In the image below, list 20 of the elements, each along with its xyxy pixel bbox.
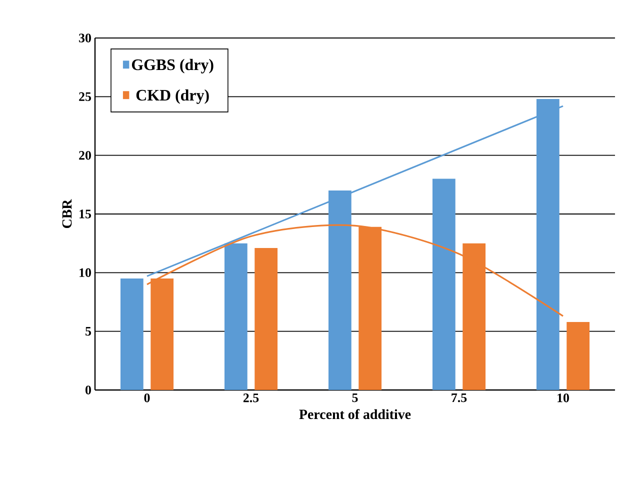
bar xyxy=(120,278,144,390)
y-tick-label: 5 xyxy=(86,327,92,336)
x-axis-title: Percent of additive xyxy=(299,409,411,420)
y-tick-label: 10 xyxy=(80,268,91,278)
y-tick-label: 30 xyxy=(79,34,91,42)
y-tick-label: 0 xyxy=(86,386,91,394)
x-tick-label: 5 xyxy=(352,394,358,402)
bar xyxy=(432,178,456,390)
legend-label: CKD (dry) xyxy=(136,89,209,104)
y-tick-label: 25 xyxy=(79,92,92,102)
y-axis-title: CBR xyxy=(62,199,72,228)
x-tick-label: 2.5 xyxy=(243,394,259,402)
y-tick-label: 15 xyxy=(80,210,92,218)
x-tick-label: 7.5 xyxy=(452,394,467,402)
bar xyxy=(566,322,590,390)
bar xyxy=(254,248,278,390)
x-tick-label: 0 xyxy=(144,394,150,402)
x-tick-label: 10 xyxy=(558,394,569,402)
legend-label: GGBS (dry) xyxy=(132,58,214,74)
y-tick-label: 20 xyxy=(79,150,91,160)
